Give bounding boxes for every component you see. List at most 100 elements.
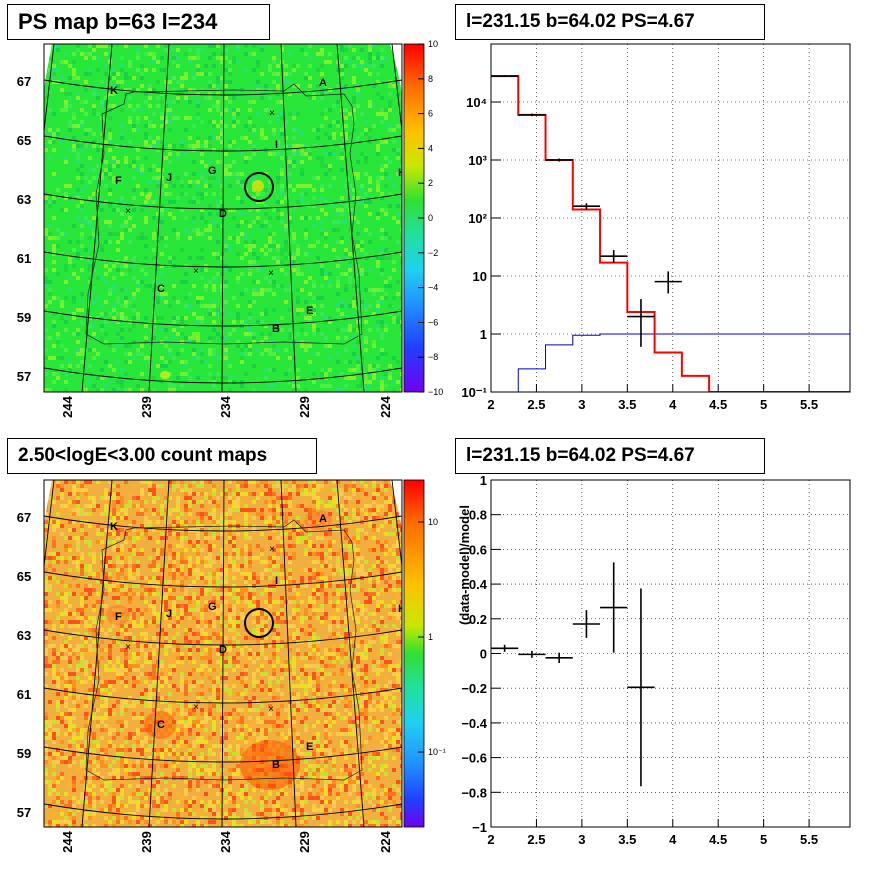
map-pixel xyxy=(152,636,156,640)
map-pixel xyxy=(300,672,304,676)
map-pixel xyxy=(212,220,216,224)
map-pixel xyxy=(188,544,192,548)
map-pixel xyxy=(364,524,368,528)
map-pixel xyxy=(380,548,384,552)
map-pixel xyxy=(284,668,288,672)
map-pixel xyxy=(148,564,152,568)
map-pixel xyxy=(184,604,188,608)
map-pixel xyxy=(44,520,48,524)
map-pixel xyxy=(116,160,120,164)
map-pixel xyxy=(80,244,84,248)
map-pixel xyxy=(352,80,356,84)
map-pixel xyxy=(136,652,140,656)
map-pixel xyxy=(156,60,160,64)
map-pixel xyxy=(260,688,264,692)
map-pixel xyxy=(288,228,292,232)
map-pixel xyxy=(164,600,168,604)
map-pixel xyxy=(220,80,224,84)
map-pixel xyxy=(388,372,392,376)
map-pixel xyxy=(92,628,96,632)
map-pixel xyxy=(268,588,272,592)
map-pixel xyxy=(76,204,80,208)
map-pixel xyxy=(44,200,48,204)
map-pixel xyxy=(212,484,216,488)
map-pixel xyxy=(136,608,140,612)
map-pixel xyxy=(336,600,340,604)
map-pixel xyxy=(284,552,288,556)
map-pixel xyxy=(248,316,252,320)
map-pixel xyxy=(244,548,248,552)
map-pixel xyxy=(144,480,148,484)
map-pixel xyxy=(312,680,316,684)
map-pixel xyxy=(136,352,140,356)
map-pixel xyxy=(252,524,256,528)
map-pixel xyxy=(388,128,392,132)
map-pixel xyxy=(88,696,92,700)
map-pixel xyxy=(188,688,192,692)
map-pixel xyxy=(160,68,164,72)
map-pixel xyxy=(340,504,344,508)
map-pixel xyxy=(212,560,216,564)
map-pixel xyxy=(316,680,320,684)
map-pixel xyxy=(356,552,360,556)
map-pixel xyxy=(312,96,316,100)
map-pixel xyxy=(160,284,164,288)
map-pixel xyxy=(360,64,364,68)
map-pixel xyxy=(360,676,364,680)
map-pixel xyxy=(360,48,364,52)
map-pixel xyxy=(200,304,204,308)
map-pixel xyxy=(144,100,148,104)
map-pixel xyxy=(220,568,224,572)
map-pixel xyxy=(272,664,276,668)
map-pixel xyxy=(272,656,276,660)
map-pixel xyxy=(152,52,156,56)
map-pixel xyxy=(268,384,272,388)
map-pixel xyxy=(172,56,176,60)
map-pixel xyxy=(132,124,136,128)
map-pixel xyxy=(276,544,280,548)
map-pixel xyxy=(212,336,216,340)
map-pixel xyxy=(172,612,176,616)
map-pixel xyxy=(136,168,140,172)
map-pixel xyxy=(224,280,228,284)
map-pixel xyxy=(372,56,376,60)
map-pixel xyxy=(200,620,204,624)
map-pixel xyxy=(124,288,128,292)
map-pixel xyxy=(68,556,72,560)
map-pixel xyxy=(64,656,68,660)
map-pixel xyxy=(144,592,148,596)
map-pixel xyxy=(76,340,80,344)
map-pixel xyxy=(296,200,300,204)
map-pixel xyxy=(380,252,384,256)
map-pixel xyxy=(376,288,380,292)
map-pixel xyxy=(356,508,360,512)
map-pixel xyxy=(144,700,148,704)
map-pixel xyxy=(340,44,344,48)
map-pixel xyxy=(384,560,388,564)
map-pixel xyxy=(164,264,168,268)
map-pixel xyxy=(368,648,372,652)
map-pixel xyxy=(92,92,96,96)
map-pixel xyxy=(108,540,112,544)
map-pixel xyxy=(392,356,396,360)
map-pixel xyxy=(336,508,340,512)
map-pixel xyxy=(200,480,204,484)
map-pixel xyxy=(168,616,172,620)
map-pixel xyxy=(192,604,196,608)
map-pixel xyxy=(208,224,212,228)
map-pixel xyxy=(296,112,300,116)
map-pixel xyxy=(76,76,80,80)
map-pixel xyxy=(340,596,344,600)
map-pixel xyxy=(96,92,100,96)
map-pixel xyxy=(224,692,228,696)
map-pixel xyxy=(248,564,252,568)
map-pixel xyxy=(156,564,160,568)
map-pixel xyxy=(272,56,276,60)
map-pixel xyxy=(216,124,220,128)
map-pixel xyxy=(348,132,352,136)
map-pixel xyxy=(236,60,240,64)
map-pixel xyxy=(364,512,368,516)
map-pixel xyxy=(272,588,276,592)
map-pixel xyxy=(356,272,360,276)
map-pixel xyxy=(308,492,312,496)
